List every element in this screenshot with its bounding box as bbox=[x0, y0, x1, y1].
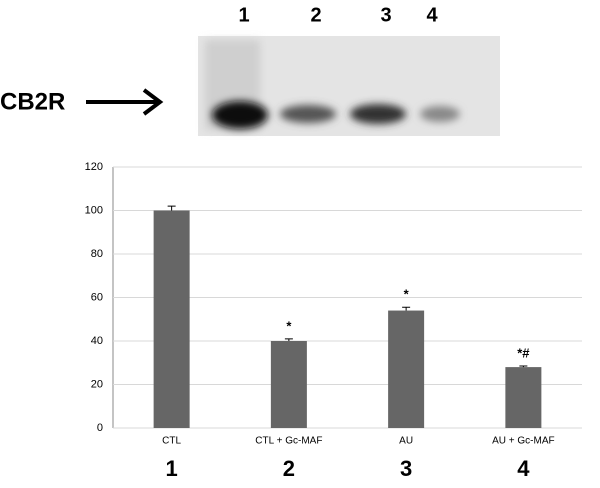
blot-band bbox=[350, 104, 406, 124]
bar bbox=[153, 210, 190, 428]
significance-mark: *# bbox=[517, 345, 530, 360]
error-bar bbox=[167, 205, 176, 211]
bar bbox=[388, 310, 425, 428]
lane-number: 3 bbox=[380, 4, 391, 26]
bar bbox=[270, 341, 307, 428]
lane-number: 1 bbox=[166, 456, 178, 481]
error-bar bbox=[519, 365, 528, 368]
blot-band bbox=[212, 101, 268, 129]
arrow bbox=[86, 88, 164, 116]
lane-number: 4 bbox=[426, 4, 438, 26]
y-tick-label: 60 bbox=[91, 291, 103, 303]
x-tick-label: CTL + Gc-MAF bbox=[255, 436, 322, 447]
blot-image bbox=[198, 36, 500, 136]
blot-band bbox=[420, 106, 460, 122]
lane-number: 1 bbox=[238, 4, 249, 26]
error-bar bbox=[284, 338, 293, 341]
y-tick-label: 80 bbox=[91, 248, 103, 260]
error-bar bbox=[402, 306, 411, 311]
bar bbox=[505, 367, 542, 428]
lane-number: 3 bbox=[400, 456, 412, 481]
x-tick-label: AU + Gc-MAF bbox=[492, 436, 555, 447]
lane-number: 4 bbox=[517, 456, 530, 481]
blot-band bbox=[280, 105, 336, 123]
lane-number: 2 bbox=[283, 456, 295, 481]
y-tick-label: 0 bbox=[97, 422, 103, 434]
x-tick-label: AU bbox=[399, 436, 413, 447]
y-tick-label: 120 bbox=[85, 161, 103, 173]
y-tick-label: 100 bbox=[85, 204, 103, 216]
y-tick-label: 40 bbox=[91, 335, 103, 347]
x-tick-label: CTL bbox=[162, 436, 181, 447]
lane-number: 2 bbox=[310, 4, 321, 26]
significance-mark: * bbox=[286, 318, 292, 333]
blot-label: CB2R bbox=[0, 88, 65, 115]
y-tick-label: 20 bbox=[91, 378, 103, 390]
significance-mark: * bbox=[404, 287, 410, 302]
